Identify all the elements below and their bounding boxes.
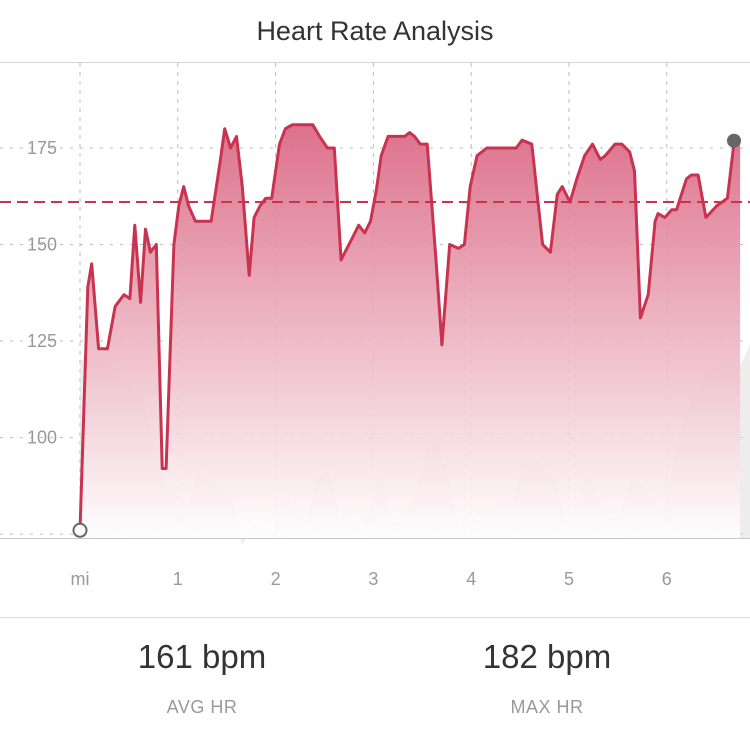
- heart-rate-line: [78, 123, 741, 531]
- max-hr-label: MAX HR: [510, 697, 584, 717]
- heart-rate-area: [80, 124, 741, 539]
- stats-divider: [0, 617, 750, 618]
- x-tick-label: 5: [564, 569, 574, 589]
- chart-title: Heart Rate Analysis: [256, 15, 494, 46]
- y-tick-label: 100: [27, 428, 57, 448]
- x-tick-label: 6: [662, 569, 672, 589]
- y-axis-labels: 175 150 125 100: [27, 138, 57, 448]
- avg-hr-value: 161 bpm: [137, 638, 267, 675]
- x-tick-label: mi: [71, 569, 90, 589]
- y-tick-label: 175: [27, 138, 57, 158]
- x-axis-baseline: [0, 538, 750, 539]
- x-tick-label: 1: [173, 569, 183, 589]
- heart-rate-chart: 175 150 125 100 mi 1 2 3 4 5 6: [0, 63, 750, 589]
- avg-hr-label: AVG HR: [166, 697, 238, 717]
- max-hr-stat: 182 bpm MAX HR: [397, 640, 697, 718]
- end-marker: [727, 133, 741, 148]
- start-marker: [72, 522, 88, 538]
- max-hr-value: 182 bpm: [482, 638, 612, 675]
- avg-hr-stat: 161 bpm AVG HR: [52, 640, 352, 718]
- x-axis-labels: mi 1 2 3 4 5 6: [71, 569, 672, 589]
- y-tick-label: 150: [27, 235, 57, 255]
- header-divider: [0, 62, 750, 63]
- x-tick-label: 4: [466, 569, 476, 589]
- x-tick-label: 3: [368, 569, 378, 589]
- x-tick-label: 2: [271, 569, 281, 589]
- y-tick-label: 125: [27, 331, 57, 351]
